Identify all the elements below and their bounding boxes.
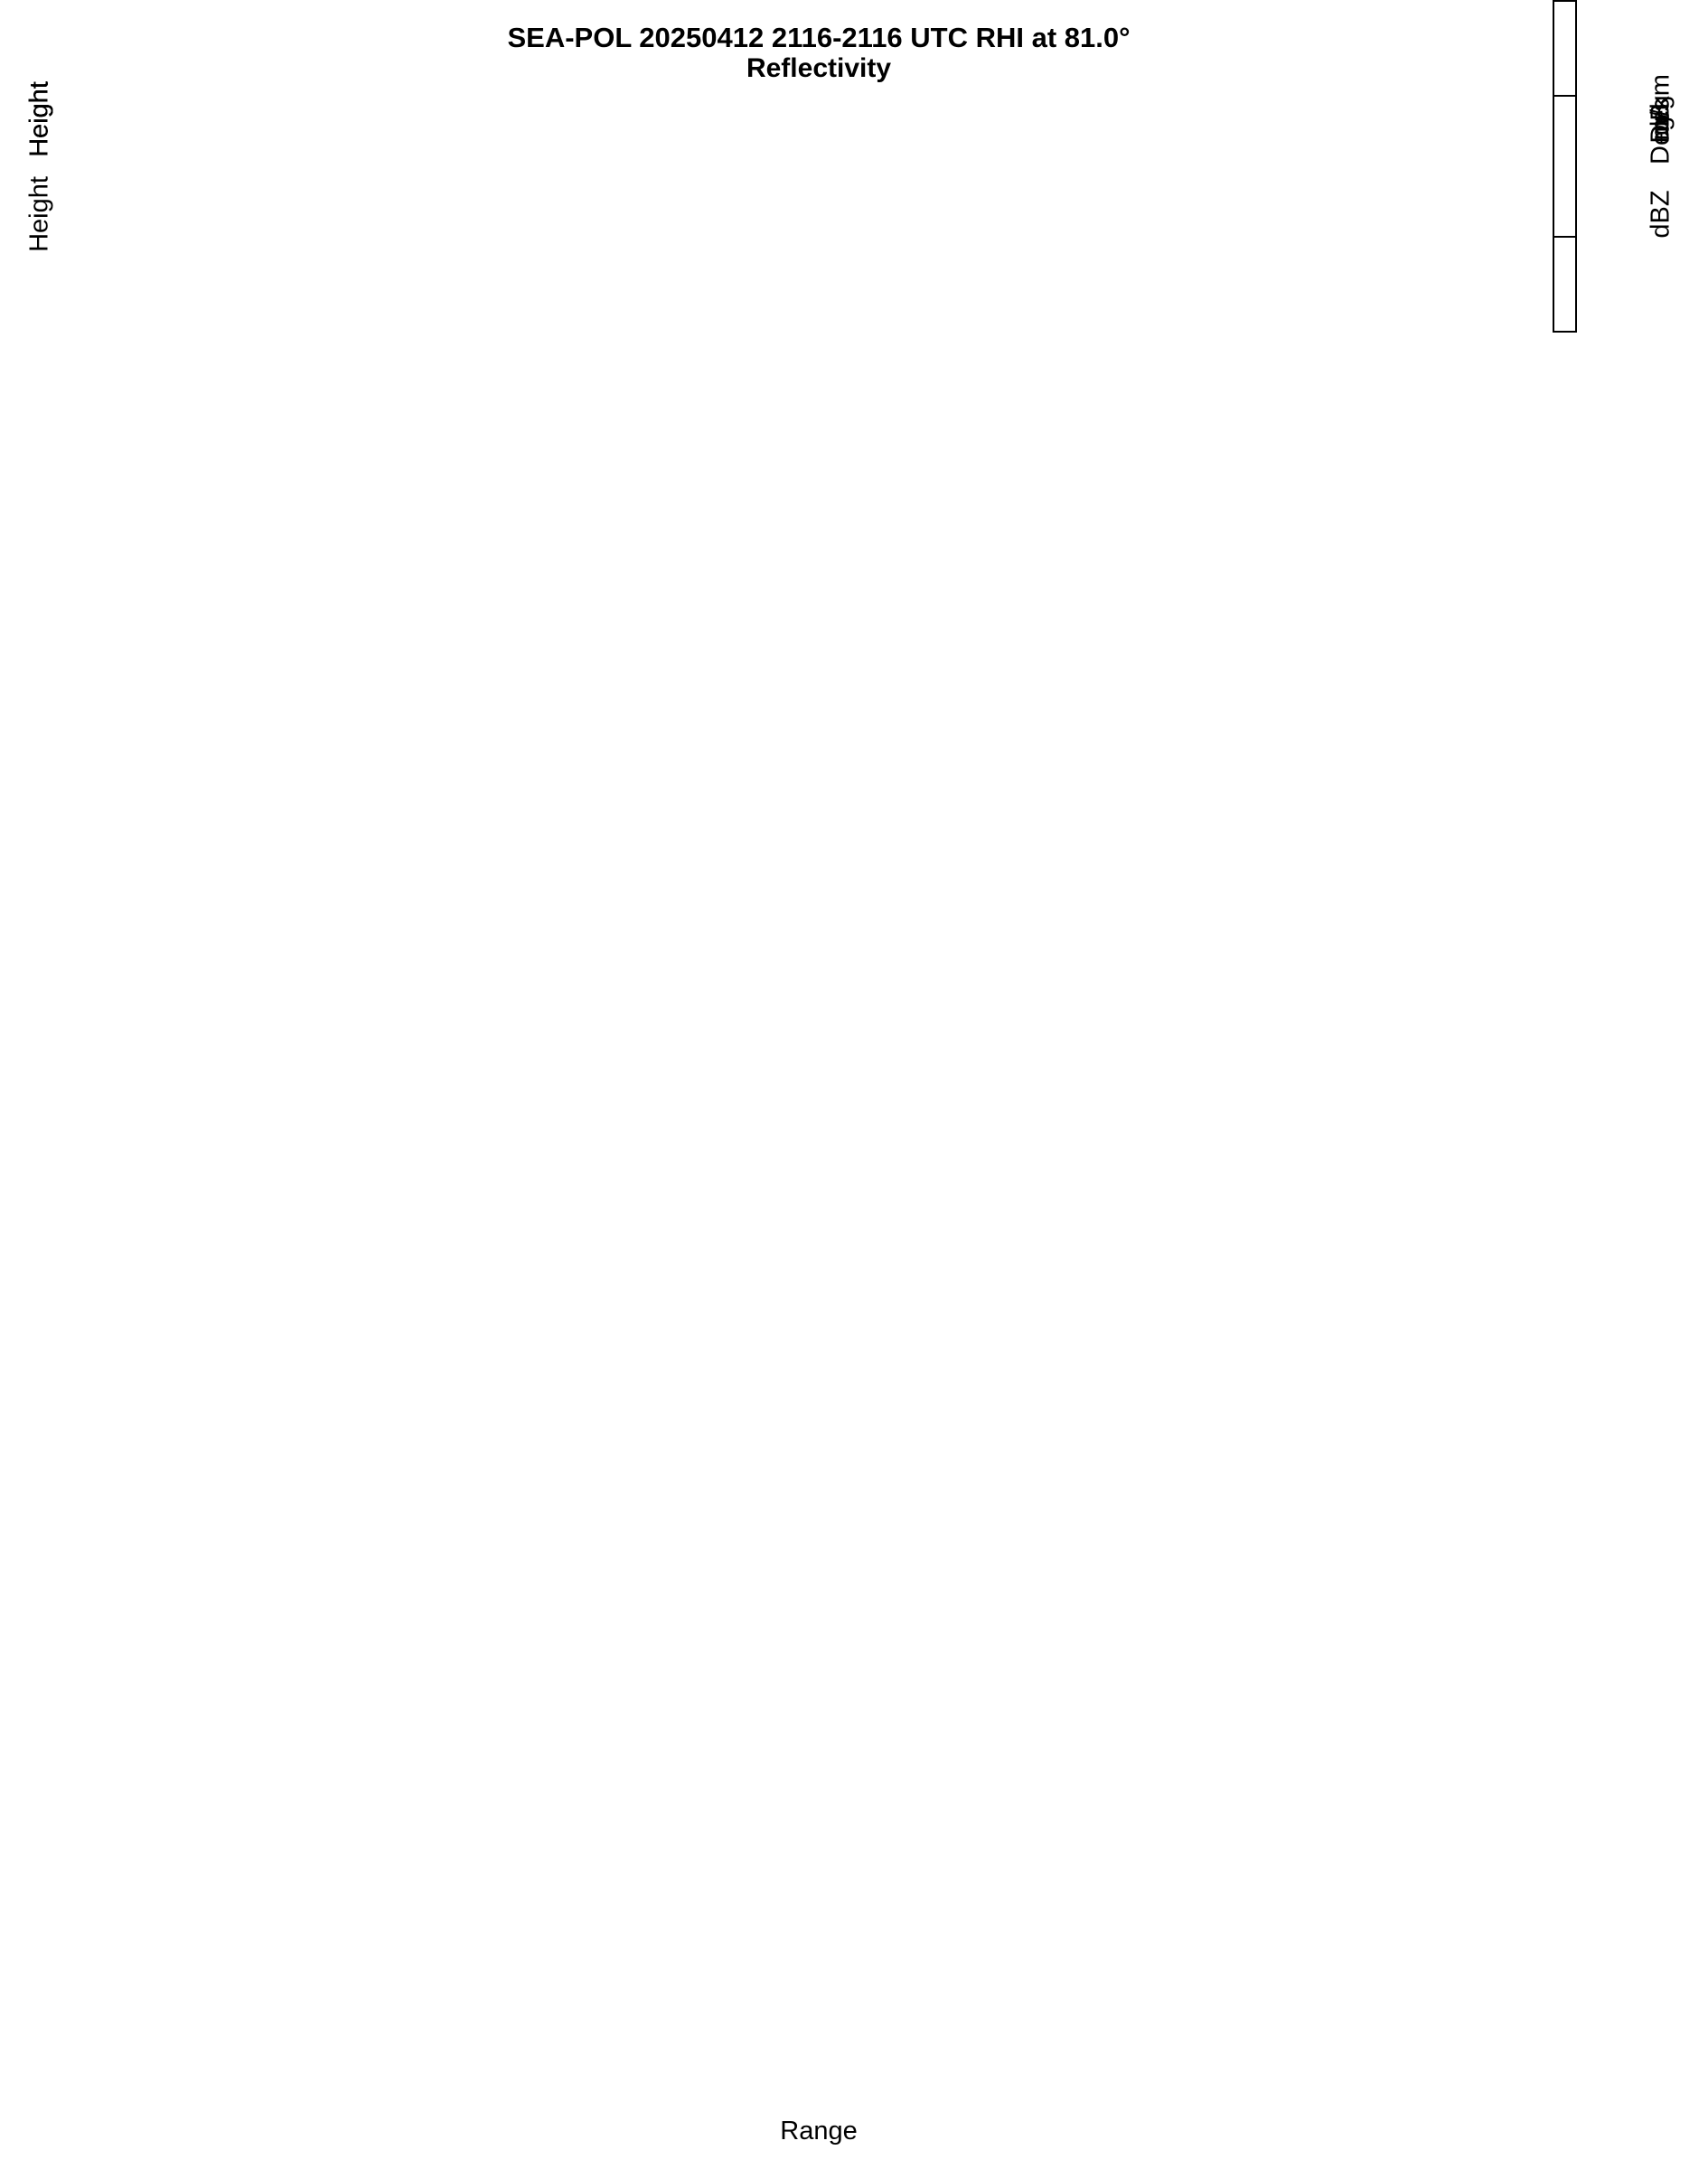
x-axis-label: Range [780,2117,858,2146]
panel-title: Reflectivity [746,53,892,83]
colorbar-unit-label: Deg [1646,95,1675,144]
colorbar-phidp [1553,0,1577,238]
y-axis-label: Height [24,81,54,157]
rhi-plot-phidp [115,0,386,136]
figure-suptitle: SEA-POL 20250412 2116-2116 UTC RHI at 81… [507,22,1131,53]
